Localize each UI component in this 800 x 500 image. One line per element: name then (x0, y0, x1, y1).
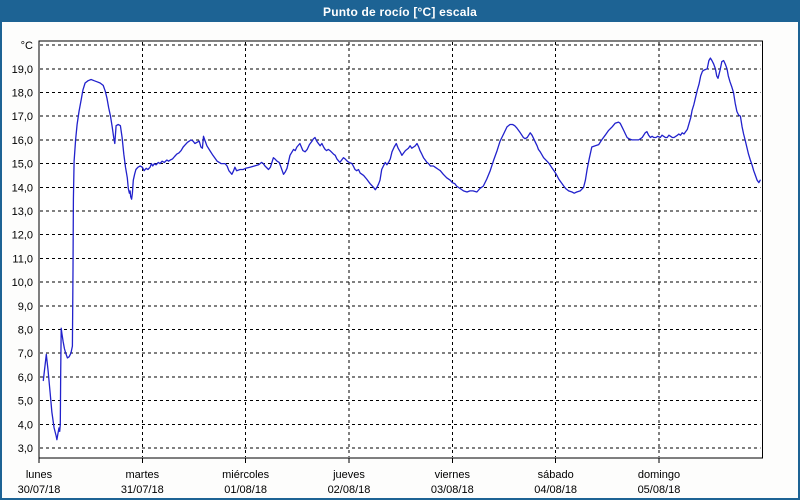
y-tick-label: 16,0 (12, 135, 33, 147)
title-bar[interactable]: Punto de rocío [°C] escala (2, 2, 798, 22)
y-tick-label: 19,0 (12, 64, 33, 76)
x-day-name-label: martes (126, 469, 160, 481)
y-tick-label: 18,0 (12, 88, 33, 100)
y-tick-label: 11,0 (12, 253, 33, 265)
y-tick-label: 8,0 (18, 325, 33, 337)
x-day-name-label: miércoles (222, 469, 270, 481)
y-tick-label: 13,0 (12, 206, 33, 218)
x-day-date-label: 01/08/18 (224, 484, 267, 496)
x-day-date-label: 05/08/18 (638, 484, 681, 496)
x-day-name-label: viernes (435, 469, 471, 481)
plot-frame (38, 40, 763, 459)
dew-point-chart: 3,0 4,0 5,0 6,0 7,0 8,0 9,0 10,0 11,0 12,0 13,0 14,… (12, 40, 763, 496)
y-tick-label: 6,0 (18, 372, 33, 384)
y-tick-label: 15,0 (12, 159, 33, 171)
y-tick-label: 9,0 (18, 301, 33, 313)
dew-point-series-line (42, 57, 761, 441)
y-tick-label: 12,0 (12, 230, 33, 242)
chart-area: 3,0 4,0 5,0 6,0 7,0 8,0 9,0 10,0 11,0 12,0 13,0 14,… (2, 22, 798, 498)
y-tick-label: 7,0 (18, 348, 33, 360)
y-tick-label: 4,0 (18, 419, 33, 431)
x-day-date-label: 03/08/18 (431, 484, 474, 496)
x-day-date-label: 02/08/18 (328, 484, 371, 496)
x-day-date-label: 31/07/18 (121, 484, 164, 496)
y-tick-label: 14,0 (12, 182, 33, 194)
plot-background (39, 41, 763, 458)
x-day-name-label: lunes (26, 469, 53, 481)
x-day-name-label: jueves (332, 469, 365, 481)
x-day-date-label: 30/07/18 (18, 484, 61, 496)
chart-title: Punto de rocío [°C] escala (322, 5, 478, 19)
y-axis-unit-label: °C (21, 40, 33, 52)
y-tick-label: 3,0 (18, 443, 33, 455)
y-tick-label: 10,0 (12, 277, 33, 289)
x-day-date-label: 04/08/18 (534, 484, 577, 496)
x-day-name-label: sábado (538, 469, 574, 481)
y-tick-label: 5,0 (18, 396, 33, 408)
y-tick-label: 17,0 (12, 111, 33, 123)
x-day-name-label: domingo (638, 469, 680, 481)
